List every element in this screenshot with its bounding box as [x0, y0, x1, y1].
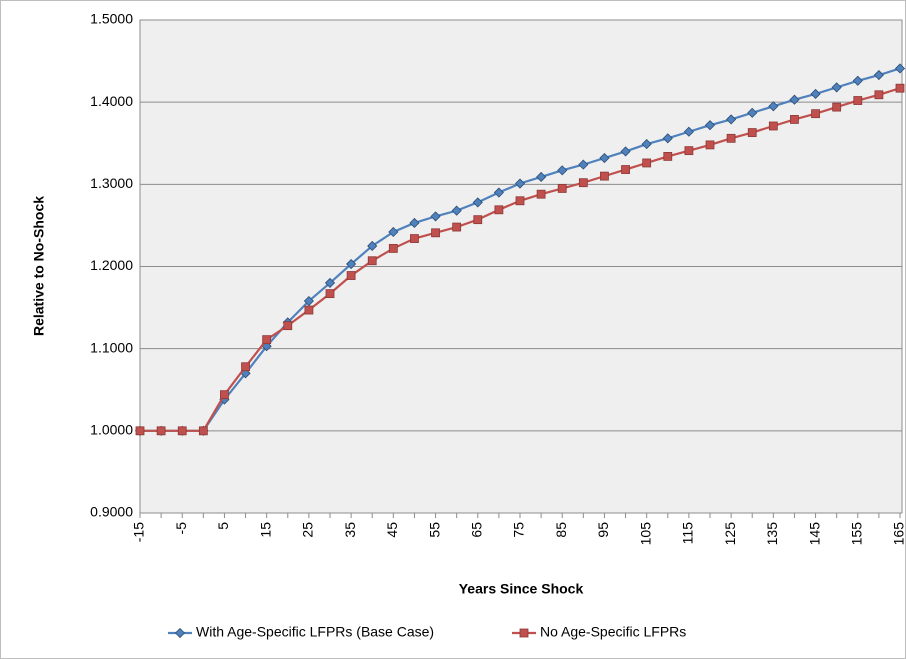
point — [578, 178, 588, 188]
point — [621, 165, 630, 174]
x-tick-label: 25 — [300, 522, 316, 538]
point — [430, 211, 441, 222]
point — [367, 240, 378, 252]
x-tick-label: 5 — [215, 522, 231, 530]
x-axis-title: Years Since Shock — [459, 581, 584, 597]
point — [156, 426, 166, 436]
point — [789, 94, 800, 105]
point — [324, 277, 336, 288]
point — [852, 75, 863, 86]
point — [811, 109, 820, 119]
point — [873, 69, 884, 81]
x-tick-label: 55 — [426, 522, 442, 538]
point — [557, 184, 567, 193]
point — [663, 151, 673, 161]
point — [831, 82, 842, 93]
x-tick-label: 135 — [764, 522, 780, 546]
x-tick-label: -5 — [173, 522, 189, 535]
point — [620, 146, 631, 157]
point — [578, 159, 589, 170]
x-tick-label: 115 — [680, 522, 696, 545]
point — [451, 205, 462, 216]
point — [367, 256, 377, 266]
point — [641, 139, 652, 150]
point — [705, 140, 715, 150]
point — [388, 226, 399, 238]
point — [241, 362, 250, 372]
point — [262, 335, 272, 345]
point — [198, 426, 208, 436]
x-tick-label: 165 — [891, 522, 906, 546]
y-tick-label: 1.3000 — [90, 175, 133, 191]
point — [768, 121, 778, 131]
y-tick-label: 1.5000 — [90, 11, 133, 27]
point — [515, 196, 525, 206]
point — [177, 426, 187, 436]
point — [494, 205, 504, 215]
point — [662, 133, 673, 144]
point — [853, 96, 863, 105]
point — [768, 101, 779, 112]
point — [894, 63, 906, 74]
point — [747, 128, 757, 137]
x-tick-label: 105 — [637, 522, 653, 546]
point — [557, 165, 568, 176]
point — [220, 390, 229, 400]
legend-label: No Age-Specific LFPRs — [540, 624, 686, 640]
point — [472, 197, 483, 208]
point — [895, 83, 905, 93]
point — [452, 222, 462, 232]
legend-marker — [519, 628, 529, 638]
point — [410, 234, 419, 243]
x-tick-label: 15 — [257, 522, 273, 538]
point — [726, 114, 737, 125]
point — [325, 289, 335, 299]
point — [304, 305, 314, 315]
y-tick-label: 0.9000 — [90, 504, 133, 520]
point — [704, 120, 716, 131]
legend-marker — [174, 627, 186, 639]
x-tick-label: -15 — [131, 522, 147, 542]
point — [346, 258, 357, 270]
x-tick-label: 65 — [468, 522, 484, 538]
point — [388, 244, 398, 253]
x-tick-label: 95 — [595, 522, 611, 538]
x-tick-label: 35 — [342, 522, 358, 538]
point — [683, 126, 694, 137]
point — [684, 146, 694, 156]
point — [599, 152, 610, 164]
point — [346, 271, 356, 280]
y-tick-label: 1.2000 — [90, 257, 133, 273]
point — [747, 107, 758, 118]
y-tick-label: 1.1000 — [90, 339, 133, 355]
point — [536, 189, 546, 199]
legend-label: With Age-Specific LFPRs (Base Case) — [196, 624, 434, 640]
point — [135, 426, 145, 436]
point — [283, 321, 293, 331]
point — [536, 171, 547, 183]
x-tick-label: 85 — [553, 522, 569, 538]
x-tick-label: 75 — [511, 522, 527, 538]
point — [642, 158, 652, 168]
y-tick-label: 1.0000 — [90, 422, 133, 438]
point — [473, 215, 483, 225]
y-tick-label: 1.4000 — [90, 93, 133, 109]
x-tick-label: 125 — [722, 522, 738, 546]
point — [431, 228, 440, 238]
point — [493, 187, 504, 198]
point — [810, 88, 821, 100]
x-tick-label: 145 — [806, 522, 822, 546]
point — [874, 90, 884, 100]
y-axis-title: Relative to No-Shock — [31, 196, 47, 336]
point — [514, 178, 526, 189]
x-tick-label: 155 — [848, 522, 864, 546]
point — [790, 115, 799, 124]
point — [600, 171, 609, 181]
point — [409, 217, 420, 229]
point — [832, 102, 842, 112]
point — [303, 295, 314, 307]
x-tick-label: 45 — [384, 522, 400, 538]
point — [726, 133, 736, 143]
